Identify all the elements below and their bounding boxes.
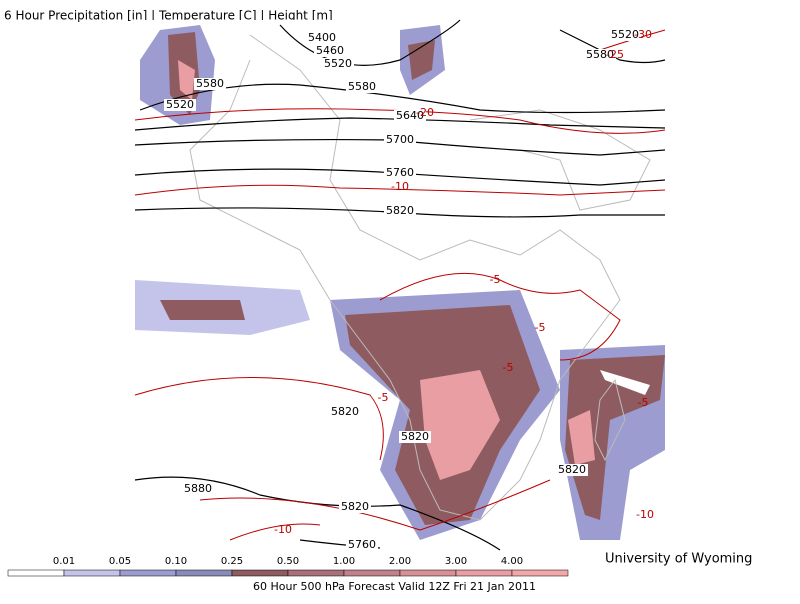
height-label: 5640 <box>396 109 424 122</box>
height-label: 5700 <box>386 133 414 146</box>
legend: 0.01 0.05 0.10 0.25 0.50 1.00 2.00 3.00 4.00 <box>7 556 569 577</box>
temperature-label: -30 <box>634 28 652 41</box>
temperature-label: -5 <box>638 396 649 409</box>
legend-swatch <box>511 569 569 577</box>
footer: 60 Hour 500 hPa Forecast Valid 12Z Fri 2… <box>253 580 536 593</box>
height-label: 5760 <box>386 166 414 179</box>
legend-swatch <box>399 569 457 577</box>
height-label: 5580 <box>196 77 224 90</box>
legend-swatch <box>343 569 401 577</box>
temperature-label: -10 <box>391 180 409 193</box>
label-bg <box>556 464 588 476</box>
legend-swatch <box>7 569 65 577</box>
legend-swatch <box>287 569 345 577</box>
label-bg <box>384 167 416 179</box>
temperature-label: -25 <box>606 48 624 61</box>
label-bg <box>329 406 361 418</box>
legend-label: 0.25 <box>221 556 243 567</box>
legend-label: 0.05 <box>109 556 131 567</box>
map-title: 6 Hour Precipitation [in] | Temperature … <box>4 9 333 23</box>
height-label: 5820 <box>341 500 369 513</box>
legend-label: 2.00 <box>389 556 411 567</box>
temperature-contours <box>134 29 666 541</box>
temperature-label: -5 <box>378 391 389 404</box>
contour-labels: 5400546055205580552055805640570057605820… <box>164 28 654 551</box>
label-bg <box>314 45 346 57</box>
legend-swatch <box>175 569 233 577</box>
height-label: 5400 <box>308 31 336 44</box>
label-bg <box>164 99 196 111</box>
label-bg <box>609 29 641 41</box>
height-label: 5580 <box>348 80 376 93</box>
legend-label: 1.00 <box>333 556 355 567</box>
legend-swatch <box>231 569 289 577</box>
height-label: 5760 <box>348 538 376 551</box>
coastlines <box>189 34 651 521</box>
label-bg <box>584 49 616 61</box>
label-bg <box>346 81 378 93</box>
temperature-label: -20 <box>416 106 434 119</box>
label-bg <box>346 539 378 551</box>
height-label: 5820 <box>331 405 359 418</box>
label-bg <box>322 58 354 70</box>
legend-swatch <box>455 569 513 577</box>
height-label: 5460 <box>316 44 344 57</box>
temperature-label: -5 <box>503 361 514 374</box>
legend-label: 4.00 <box>501 556 523 567</box>
legend-swatch <box>119 569 177 577</box>
label-bg <box>194 78 226 90</box>
height-label: 5820 <box>558 463 586 476</box>
label-bg <box>384 134 416 146</box>
legend-swatch <box>63 569 121 577</box>
legend-label: 0.50 <box>277 556 299 567</box>
label-bg <box>394 110 426 122</box>
label-bg <box>399 431 431 443</box>
height-label: 5520 <box>611 28 639 41</box>
temperature-label: -5 <box>490 273 501 286</box>
temperature-label: -10 <box>636 508 654 521</box>
legend-label: 0.10 <box>165 556 187 567</box>
label-bg <box>182 483 214 495</box>
temperature-label: -10 <box>274 523 292 536</box>
temperature-label: -5 <box>535 321 546 334</box>
label-bg <box>339 501 371 513</box>
height-label: 5520 <box>324 57 352 70</box>
precipitation <box>135 25 665 540</box>
height-label: 5520 <box>166 98 194 111</box>
credit: University of Wyoming <box>605 552 752 567</box>
height-label: 5880 <box>184 482 212 495</box>
height-label: 5820 <box>386 204 414 217</box>
legend-label: 3.00 <box>445 556 467 567</box>
label-bg <box>384 205 416 217</box>
height-label: 5580 <box>586 48 614 61</box>
height-label: 5820 <box>401 430 429 443</box>
legend-label: 0.01 <box>53 556 75 567</box>
label-bg <box>306 32 338 44</box>
